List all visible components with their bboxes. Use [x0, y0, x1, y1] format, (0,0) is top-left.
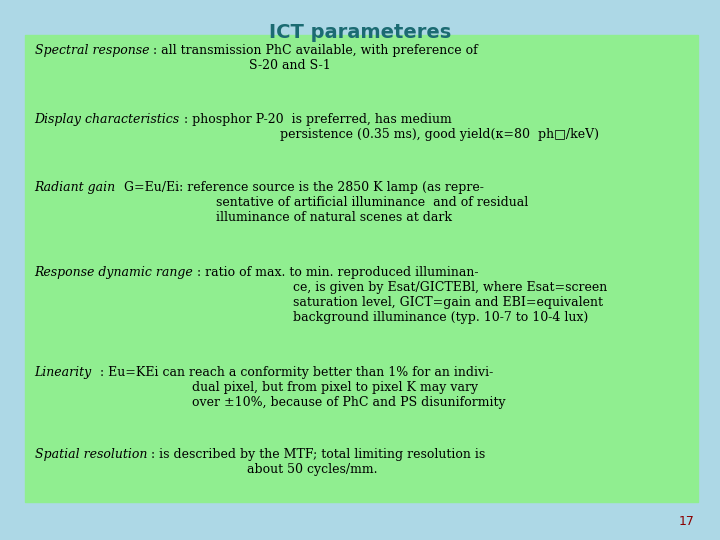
- Text: Radiant gain: Radiant gain: [35, 181, 116, 194]
- Text: Spectral response: Spectral response: [35, 44, 149, 57]
- Text: G=Eu/Ei: reference source is the 2850 K lamp (as repre-
                        : G=Eu/Ei: reference source is the 2850 K …: [116, 181, 528, 224]
- Text: Response dynamic range: Response dynamic range: [35, 266, 193, 279]
- Text: Spatial resolution: Spatial resolution: [35, 448, 147, 461]
- Text: Display characteristics: Display characteristics: [35, 113, 180, 126]
- Text: : is described by the MTF; total limiting resolution is
                        : : is described by the MTF; total limitin…: [147, 448, 485, 476]
- Text: ICT parameteres: ICT parameteres: [269, 23, 451, 42]
- Text: : ratio of max. to min. reproduced illuminan-
                         ce, is gi: : ratio of max. to min. reproduced illum…: [193, 266, 608, 324]
- Text: 17: 17: [679, 515, 695, 528]
- Text: Linearity: Linearity: [35, 366, 92, 379]
- Text: : phosphor P-20  is preferred, has medium
                         persistence (: : phosphor P-20 is preferred, has medium…: [180, 113, 599, 141]
- Text: : all transmission PhC available, with preference of
                         S-: : all transmission PhC available, with p…: [149, 44, 478, 72]
- Text: : Eu=KEi can reach a conformity better than 1% for an indivi-
                  : : Eu=KEi can reach a conformity better t…: [92, 366, 505, 409]
- FancyBboxPatch shape: [25, 35, 698, 502]
